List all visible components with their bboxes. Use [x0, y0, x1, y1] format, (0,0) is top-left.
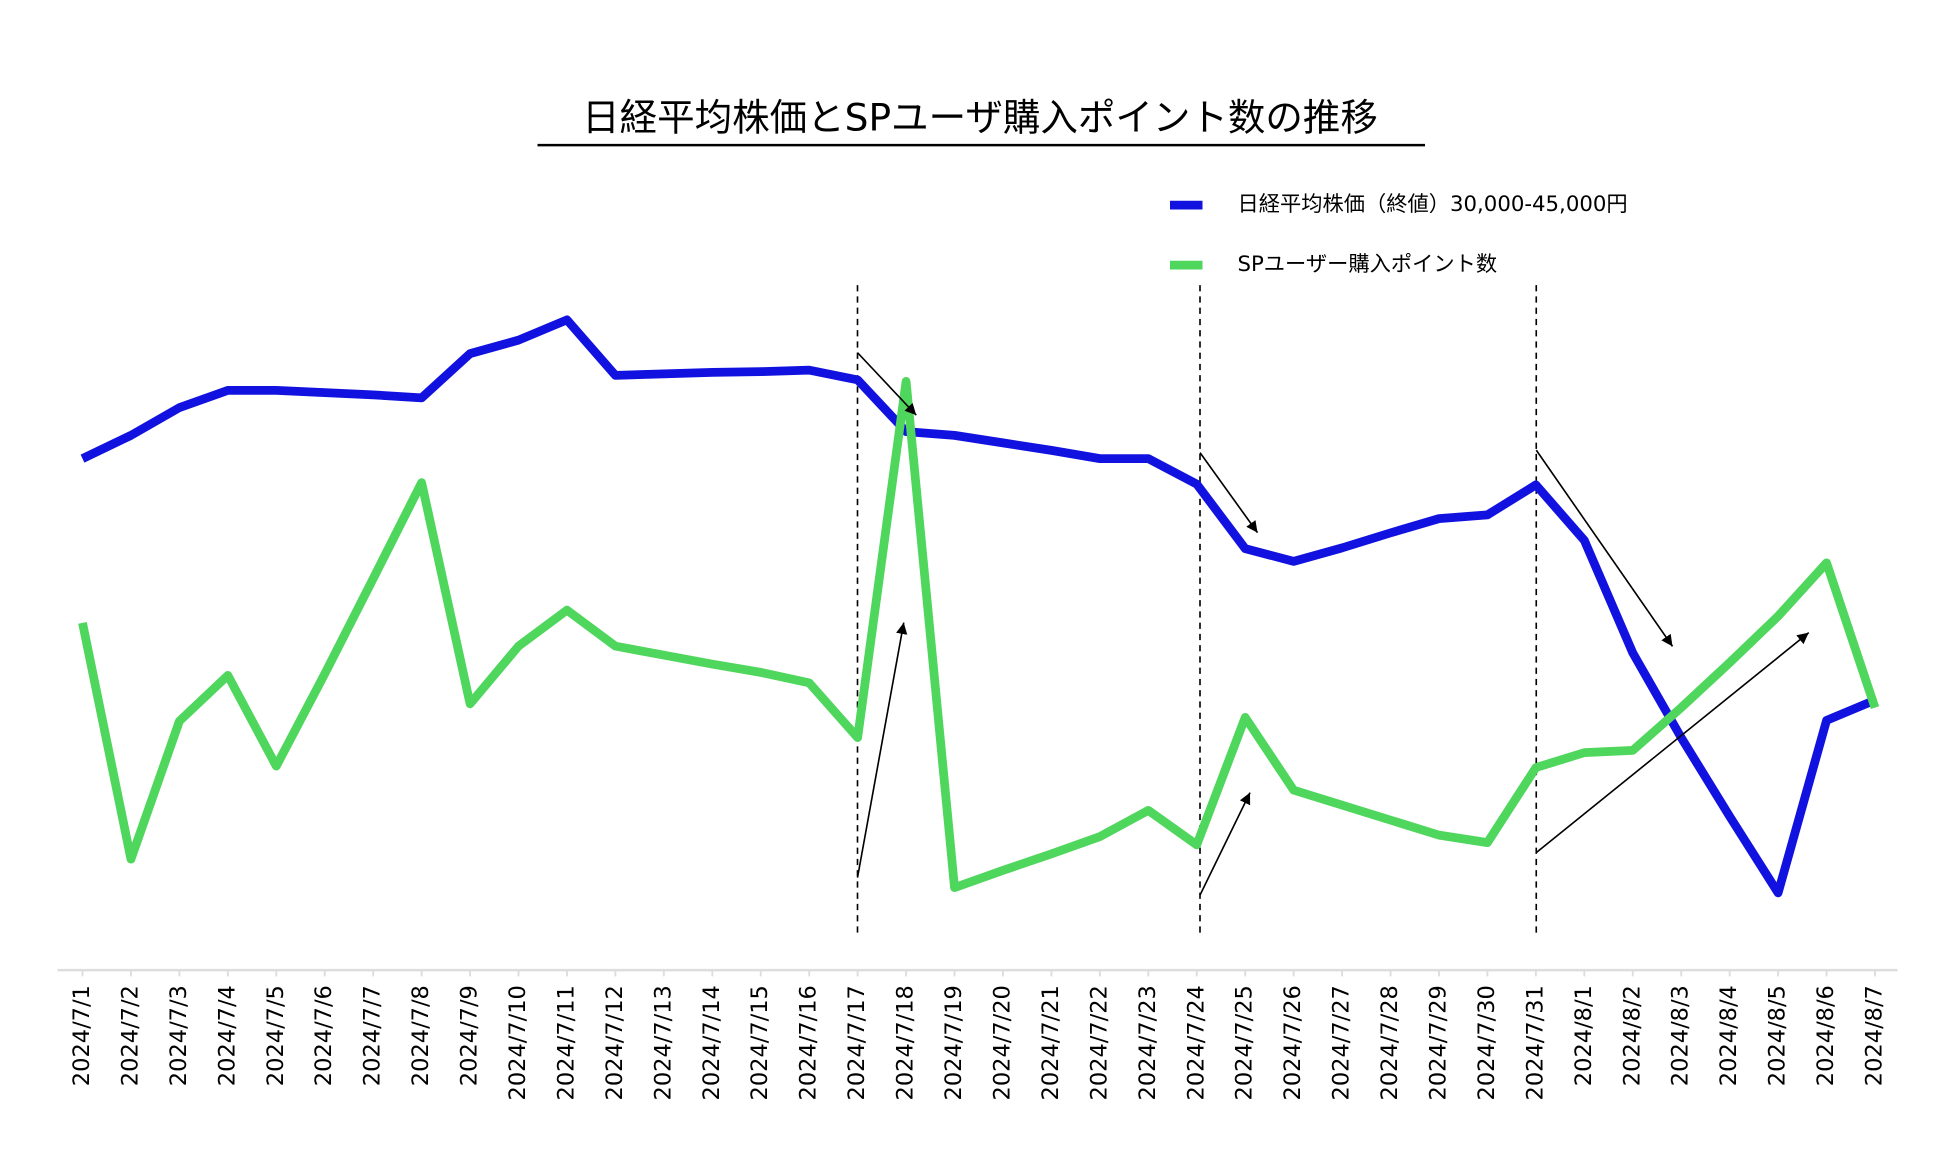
series-line [78, 377, 1880, 892]
arrow [856, 622, 908, 878]
x-tick-label: 2024/8/3 [1668, 985, 1694, 1086]
legend-label: SPユーザー購入ポイント数 [1238, 252, 1498, 277]
x-tick-label: 2024/8/5 [1765, 985, 1791, 1086]
x-tick-label: 2024/8/7 [1862, 985, 1888, 1086]
x-tick-label: 2024/7/2 [117, 985, 143, 1086]
x-tick-label: 2024/7/5 [263, 985, 289, 1086]
arrow [1199, 792, 1251, 896]
x-tick-label: 2024/7/20 [989, 985, 1015, 1100]
x-tick-label: 2024/7/25 [1232, 985, 1258, 1100]
x-tick-label: 2024/8/6 [1813, 985, 1839, 1086]
x-tick-label: 2024/7/19 [941, 985, 967, 1100]
arrow [856, 352, 917, 416]
x-tick-label: 2024/7/31 [1522, 985, 1548, 1100]
x-tick-label: 2024/7/4 [214, 985, 240, 1086]
x-tick-label: 2024/7/17 [844, 985, 870, 1100]
x-tick-label: 2024/7/7 [360, 985, 386, 1086]
x-tick-label: 2024/7/15 [747, 985, 773, 1100]
x-tick-label: 2024/7/13 [650, 985, 676, 1100]
x-tick-label: 2024/7/28 [1377, 985, 1403, 1100]
x-tick-label: 2024/7/9 [457, 985, 483, 1086]
x-tick-label: 2024/7/11 [553, 985, 579, 1100]
arrow [1199, 452, 1259, 534]
series-line [80, 315, 1877, 898]
x-tick-label: 2024/7/6 [311, 985, 337, 1086]
x-tick-label: 2024/7/27 [1329, 985, 1355, 1100]
x-tick-label: 2024/8/1 [1571, 985, 1597, 1086]
x-tick-label: 2024/8/4 [1716, 985, 1742, 1086]
x-tick-label: 2024/7/10 [505, 985, 531, 1100]
x-tick-label: 2024/7/12 [602, 985, 628, 1100]
x-tick-label: 2024/7/8 [408, 985, 434, 1086]
arrow [1535, 631, 1810, 854]
x-tick-label: 2024/7/30 [1474, 985, 1500, 1100]
x-tick-label: 2024/8/2 [1619, 985, 1645, 1086]
x-tick-label: 2024/7/1 [69, 985, 95, 1086]
x-tick-label: 2024/7/14 [699, 985, 725, 1100]
x-tick-label: 2024/7/18 [893, 985, 919, 1100]
legend-label: 日経平均株価（終値）30,000-45,000円 [1238, 192, 1628, 217]
arrows [856, 352, 1810, 896]
x-tick-label: 2024/7/3 [166, 985, 192, 1086]
x-tick-label: 2024/7/16 [796, 985, 822, 1100]
x-tick-label: 2024/7/26 [1280, 985, 1306, 1100]
x-tick-label: 2024/7/24 [1183, 985, 1209, 1100]
x-tick-label: 2024/7/21 [1038, 985, 1064, 1100]
arrow [1535, 449, 1674, 647]
x-tick-label: 2024/7/22 [1086, 985, 1112, 1100]
plot: 2024/7/1 2024/7/2 2024/7/3 2024/7/4 2024/7/5… [57, 315, 1898, 1101]
x-tick-label: 2024/7/23 [1135, 985, 1161, 1100]
legend: 日経平均株価（終値）30,000-45,000円 SPユーザー購入ポイント数 [1170, 192, 1628, 277]
x-tick-label: 2024/7/29 [1425, 985, 1451, 1100]
chart-title: 日経平均株価とSPユーザ購入ポイント数の推移 [582, 96, 1378, 140]
